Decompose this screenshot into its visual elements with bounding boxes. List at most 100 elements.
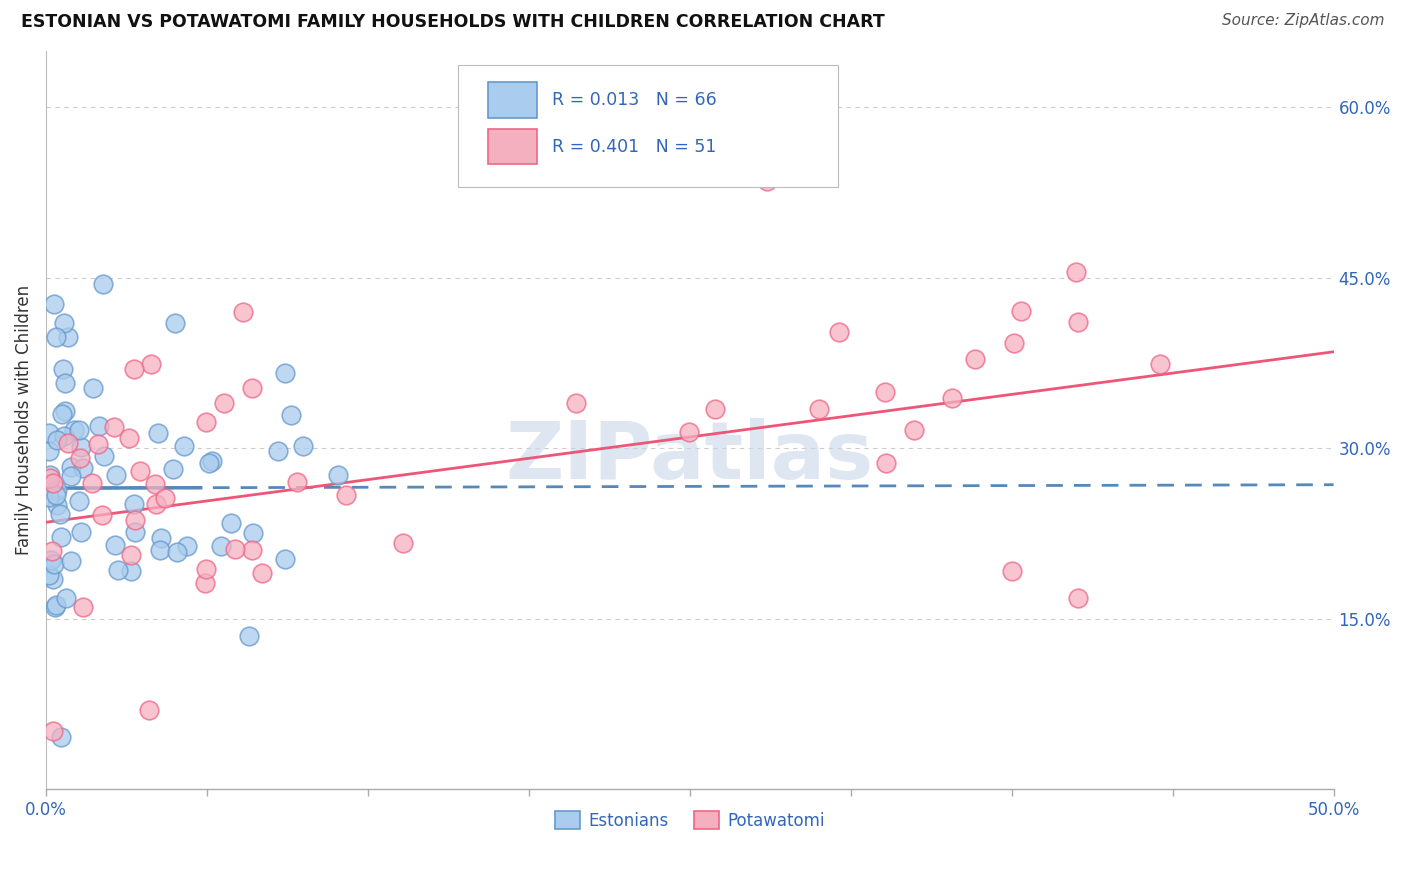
Point [565, 395, 588, 409]
Point [145, 497, 167, 511]
Point [274, 551, 297, 566]
Point [195, 415, 218, 429]
Point [252, 566, 274, 580]
Point [44, 600, 66, 615]
Point [91, 508, 114, 523]
Point [326, 467, 349, 482]
Text: ZIPatlas: ZIPatlas [506, 417, 875, 496]
Point [118, 431, 141, 445]
Point [120, 549, 142, 563]
Point [56, 436, 79, 450]
Point [51, 730, 73, 744]
Point [1010, 304, 1032, 318]
Point [49, 530, 72, 544]
Point [105, 468, 128, 483]
Point [267, 444, 290, 458]
Point [80, 476, 103, 491]
Point [103, 420, 125, 434]
Point [124, 362, 146, 376]
Point [42, 557, 65, 571]
Point [756, 174, 779, 188]
Text: ESTONIAN VS POTAWATOMI FAMILY HOUSEHOLDS WITH CHILDREN CORRELATION CHART: ESTONIAN VS POTAWATOMI FAMILY HOUSEHOLDS… [21, 13, 884, 31]
Point [274, 366, 297, 380]
Text: R = 0.013   N = 66: R = 0.013 N = 66 [553, 91, 717, 109]
Point [285, 475, 308, 489]
Point [194, 575, 217, 590]
Point [72, 460, 94, 475]
Point [45, 598, 67, 612]
Text: R = 0.401   N = 51: R = 0.401 N = 51 [553, 137, 717, 156]
Point [941, 391, 963, 405]
Point [53, 376, 76, 390]
Point [155, 491, 177, 505]
Point [38, 568, 60, 582]
Point [41, 544, 63, 558]
Point [104, 538, 127, 552]
Point [238, 629, 260, 643]
Point [166, 545, 188, 559]
Point [875, 456, 897, 470]
Point [87, 437, 110, 451]
Point [129, 464, 152, 478]
Point [42, 572, 65, 586]
Point [45, 498, 67, 512]
Point [41, 552, 63, 566]
Point [67, 423, 90, 437]
Point [46, 483, 69, 497]
Point [53, 404, 76, 418]
Point [148, 543, 170, 558]
Point [143, 476, 166, 491]
Point [1149, 357, 1171, 371]
Point [173, 439, 195, 453]
Point [163, 317, 186, 331]
Point [335, 487, 357, 501]
Point [120, 564, 142, 578]
Point [69, 524, 91, 539]
Point [965, 351, 987, 366]
Point [124, 513, 146, 527]
Point [139, 357, 162, 371]
Point [51, 407, 73, 421]
Point [138, 702, 160, 716]
Point [69, 450, 91, 465]
Point [60, 554, 83, 568]
Point [875, 384, 897, 399]
Point [122, 497, 145, 511]
Legend: Estonians, Potawatomi: Estonians, Potawatomi [548, 805, 831, 837]
Point [678, 425, 700, 439]
Point [45, 433, 67, 447]
Point [242, 525, 264, 540]
Point [91, 277, 114, 291]
Point [38, 426, 60, 441]
Point [59, 468, 82, 483]
Point [39, 471, 62, 485]
Point [807, 402, 830, 417]
Point [45, 330, 67, 344]
Point [53, 429, 76, 443]
Point [392, 536, 415, 550]
Point [212, 396, 235, 410]
Point [70, 440, 93, 454]
FancyBboxPatch shape [458, 65, 838, 187]
Point [240, 543, 263, 558]
Point [87, 419, 110, 434]
Point [704, 402, 727, 417]
Point [280, 408, 302, 422]
Point [58, 330, 80, 344]
Point [162, 461, 184, 475]
Point [53, 316, 76, 330]
FancyBboxPatch shape [488, 129, 537, 164]
Text: Source: ZipAtlas.com: Source: ZipAtlas.com [1222, 13, 1385, 29]
FancyBboxPatch shape [488, 82, 537, 118]
Point [240, 381, 263, 395]
Point [201, 454, 224, 468]
Point [60, 459, 83, 474]
Point [1002, 335, 1025, 350]
Point [146, 425, 169, 440]
Point [903, 423, 925, 437]
Point [45, 488, 67, 502]
Point [1064, 265, 1087, 279]
Point [82, 382, 104, 396]
Point [1067, 591, 1090, 606]
Point [291, 439, 314, 453]
